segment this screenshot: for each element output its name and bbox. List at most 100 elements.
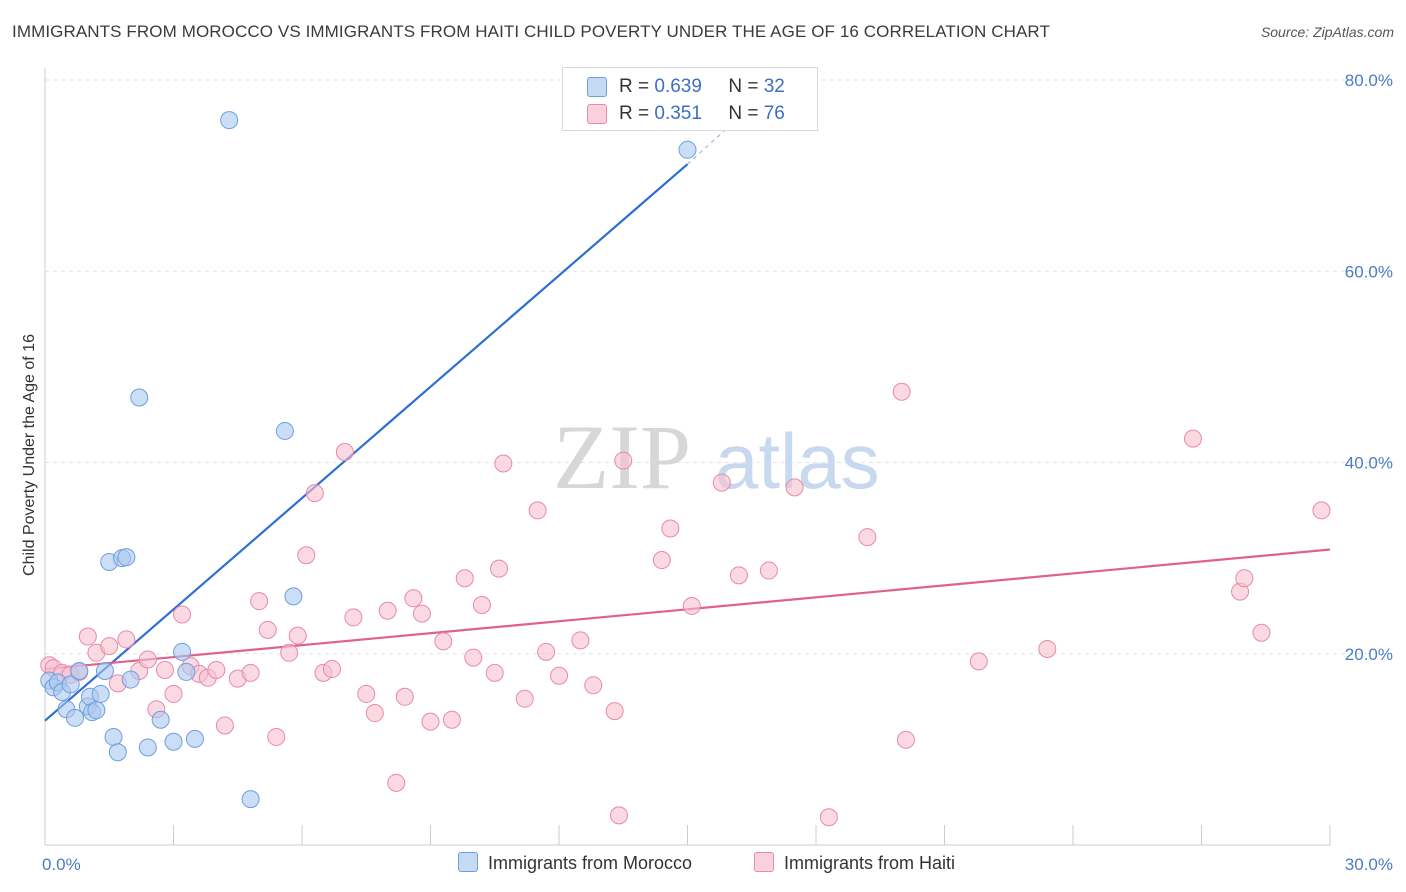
point-morocco [241, 790, 260, 809]
legend-n-label: N = [728, 103, 759, 124]
point-haiti [614, 451, 633, 470]
point-haiti [472, 595, 491, 614]
point-morocco [173, 642, 192, 661]
points-haiti [40, 382, 1331, 827]
point-haiti [155, 661, 174, 680]
point-haiti [387, 773, 406, 792]
y-tick-label: 40.0% [1345, 454, 1393, 473]
legend-r-label: R = [619, 76, 650, 97]
x-tick-labels: 0.0% 30.0% [42, 855, 1393, 874]
point-haiti [322, 660, 341, 679]
legend-r-value: 0.639 [654, 76, 702, 97]
point-morocco [117, 548, 136, 567]
legend-swatch-haiti-bottom [754, 852, 774, 872]
point-morocco [284, 587, 303, 606]
point-haiti [969, 652, 988, 671]
point-haiti [537, 642, 556, 661]
point-morocco [164, 732, 183, 751]
point-haiti [785, 478, 804, 497]
point-haiti [78, 627, 97, 646]
point-haiti [661, 519, 680, 538]
legend-n-value: 76 [763, 103, 785, 124]
legend-r-value: 0.351 [654, 103, 702, 124]
point-morocco [151, 710, 170, 729]
point-morocco [275, 421, 294, 440]
point-haiti [404, 589, 423, 608]
point-morocco [87, 701, 106, 720]
point-haiti [1183, 429, 1202, 448]
point-haiti [729, 566, 748, 585]
legend-n-label: N = [728, 76, 759, 97]
source-label: Source: ZipAtlas.com [1260, 24, 1394, 40]
point-morocco [95, 661, 114, 680]
point-morocco [91, 684, 110, 703]
legend-item-haiti: Immigrants from Haiti [754, 852, 955, 876]
legend-label-morocco: Immigrants from Morocco [488, 853, 693, 873]
point-haiti [759, 561, 778, 580]
point-haiti [490, 559, 509, 578]
point-haiti [455, 569, 474, 588]
legend-text-haiti: R = 0.351 N = 76 [619, 103, 785, 125]
point-haiti [421, 712, 440, 731]
y-tick-labels: 20.0% 40.0% 60.0% 80.0% [1345, 71, 1393, 664]
points-morocco [40, 111, 697, 809]
point-haiti [819, 808, 838, 827]
point-haiti [682, 596, 701, 615]
point-morocco [220, 111, 239, 130]
point-haiti [173, 605, 192, 624]
point-haiti [357, 684, 376, 703]
point-haiti [550, 666, 568, 685]
point-morocco [185, 729, 204, 748]
point-haiti [100, 637, 119, 656]
chart-title: IMMIGRANTS FROM MOROCCO VS IMMIGRANTS FR… [12, 22, 1050, 41]
point-haiti [464, 648, 483, 667]
point-morocco [177, 662, 196, 681]
point-haiti [305, 484, 324, 503]
trend-line-morocco-extension [687, 93, 766, 165]
legend-swatch-morocco-bottom [458, 852, 478, 872]
x-tick-label: 30.0% [1345, 855, 1393, 874]
point-morocco [104, 727, 123, 746]
point-haiti [605, 702, 624, 721]
y-tick-label: 20.0% [1345, 645, 1393, 664]
point-haiti [250, 592, 269, 611]
point-haiti [712, 473, 731, 492]
axes [44, 68, 1331, 846]
point-haiti [896, 730, 915, 749]
point-morocco [678, 140, 697, 159]
y-axis-label: Child Poverty Under the Age of 16 [21, 334, 38, 576]
point-morocco [130, 388, 149, 407]
legend-r-label: R = [619, 103, 650, 124]
point-haiti [164, 684, 183, 703]
point-haiti [434, 632, 453, 651]
point-morocco [70, 661, 89, 680]
point-haiti [365, 704, 384, 723]
legend-item-morocco: Immigrants from Morocco [458, 852, 692, 876]
legend-label-haiti: Immigrants from Haiti [784, 853, 956, 873]
y-tick-label: 60.0% [1345, 262, 1393, 281]
x-tick-label: 0.0% [42, 855, 81, 874]
point-haiti [1312, 501, 1331, 520]
legend-swatch-morocco [587, 77, 607, 97]
point-haiti [258, 620, 277, 639]
point-haiti [485, 663, 504, 682]
trend-line-morocco [44, 163, 689, 722]
correlation-legend: R = 0.639 N = 32 R = 0.351 N = 76 [562, 67, 818, 131]
point-haiti [858, 528, 877, 547]
point-haiti [117, 630, 136, 649]
watermark: ZIP atlas [553, 406, 880, 508]
point-haiti [280, 643, 299, 662]
point-haiti [138, 650, 157, 669]
point-haiti [494, 454, 513, 473]
legend-n-value: 32 [763, 76, 785, 97]
point-haiti [241, 663, 260, 682]
point-haiti [215, 716, 234, 735]
point-haiti [412, 604, 431, 623]
point-haiti [1235, 569, 1254, 588]
point-haiti [442, 710, 461, 729]
point-haiti [652, 551, 671, 570]
point-haiti [528, 501, 547, 520]
point-haiti [515, 689, 534, 708]
point-haiti [1252, 623, 1271, 642]
